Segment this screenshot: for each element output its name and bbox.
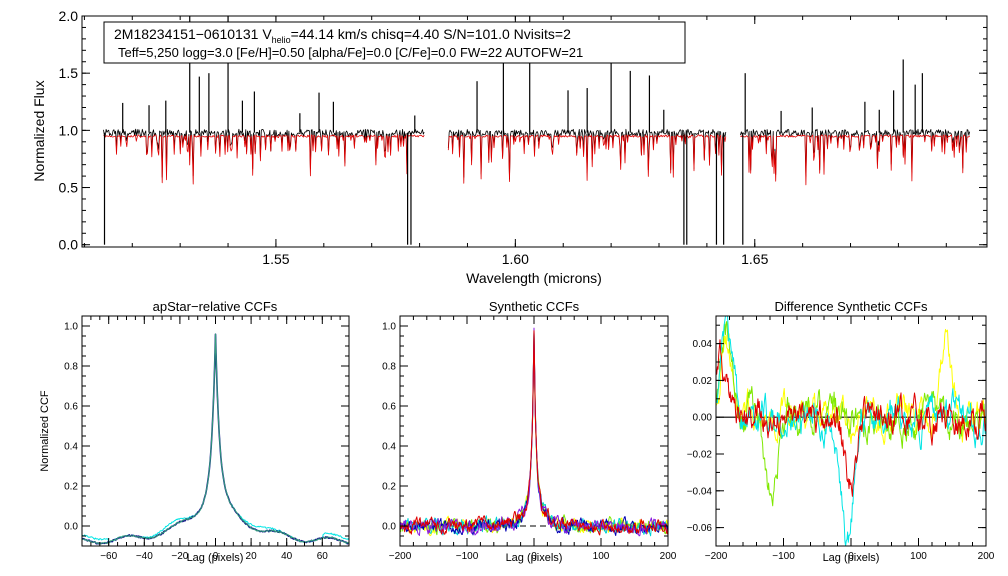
x-tick-label: 40 bbox=[281, 551, 293, 562]
difference-ccf-title: Difference Synthetic CCFs bbox=[775, 299, 928, 314]
header-v-label: V bbox=[262, 26, 272, 42]
apstar-ccf-xlabel: Lag (pixels) bbox=[187, 552, 244, 564]
x-tick-label: −20 bbox=[171, 551, 188, 562]
header-nvisits: Nvisits=2 bbox=[514, 26, 571, 42]
y-tick-label: 0.0 bbox=[59, 237, 79, 253]
difference-ccf-panel: Difference Synthetic CCFs −200 −100 0 100 20… bbox=[687, 299, 995, 564]
synthetic-ccf-plot-area bbox=[399, 327, 669, 537]
y-tick-label: 0.00 bbox=[693, 413, 713, 424]
y-tick-label: 1.0 bbox=[64, 322, 78, 333]
x-tick-label: 1.55 bbox=[262, 251, 289, 267]
spectrum-xlabel: Wavelength (microns) bbox=[466, 270, 602, 286]
y-tick-label: −0.02 bbox=[687, 450, 713, 461]
model-spectrum-chip-3 bbox=[740, 134, 970, 186]
model-spectrum-chip-1 bbox=[103, 134, 425, 185]
apstar-ccf-ylabel: Normalized CCF bbox=[39, 390, 51, 472]
diff-red-line bbox=[715, 339, 987, 497]
x-tick-label: −100 bbox=[456, 551, 479, 562]
y-tick-label: 0.2 bbox=[382, 482, 396, 493]
y-tick-label: 0.02 bbox=[693, 376, 713, 387]
y-tick-label: 0.0 bbox=[382, 522, 396, 533]
difference-ccf-plot-area bbox=[715, 315, 987, 547]
x-tick-label: 100 bbox=[593, 551, 610, 562]
x-tick-label: −100 bbox=[772, 551, 795, 562]
x-tick-label: 0 bbox=[531, 551, 537, 562]
spectrum-panel: 1.55 1.60 1.65 0.0 0.5 1.0 1.5 2.0 2M18234151−0… bbox=[31, 8, 988, 286]
spectrum-axes: 1.55 1.60 1.65 0.0 0.5 1.0 1.5 2.0 bbox=[59, 8, 987, 267]
header-star-id: 2M18234151−0610131 bbox=[114, 26, 259, 42]
y-tick-label: −0.06 bbox=[687, 523, 713, 534]
y-tick-label: 0.8 bbox=[64, 362, 78, 373]
apstar-ccf-axes: −60 −40 −20 0 20 40 60 0.0 0.2 0.4 0.6 0.8 1.0 bbox=[64, 316, 350, 562]
apstar-ccf-title: apStar−relative CCFs bbox=[153, 299, 278, 314]
y-tick-label: 0.2 bbox=[64, 482, 78, 493]
y-tick-label: 0.6 bbox=[382, 402, 396, 413]
header-line-1: 2M18234151−0610131 Vhelio=44.14 km/s chi… bbox=[114, 26, 571, 45]
x-tick-label: 100 bbox=[910, 551, 927, 562]
y-tick-label: 0.4 bbox=[64, 442, 78, 453]
x-tick-label: 200 bbox=[978, 551, 995, 562]
x-tick-label: 60 bbox=[317, 551, 329, 562]
x-tick-label: −200 bbox=[389, 551, 412, 562]
spectrum-ylabel: Normalized Flux bbox=[31, 80, 47, 181]
y-tick-label: −0.04 bbox=[687, 486, 713, 497]
synthetic-ccf-xlabel: Lag (pixels) bbox=[506, 552, 563, 564]
x-tick-label: 1.65 bbox=[741, 251, 768, 267]
difference-ccf-xlabel: Lag (pixels) bbox=[823, 552, 880, 564]
difference-ccf-axes: −200 −100 0 100 200 −0.06 −0.04 −0.02 0.00 0.02 0.… bbox=[687, 316, 995, 562]
x-tick-label: 200 bbox=[660, 551, 677, 562]
spectrum-frame bbox=[81, 15, 988, 248]
synthetic-ccf-panel: Synthetic CCFs −200 −100 0 100 200 0.0 0.2 0.4 0… bbox=[382, 299, 677, 564]
synthetic-5-line bbox=[399, 327, 669, 537]
y-tick-label: 2.0 bbox=[59, 8, 79, 24]
y-tick-label: 0.0 bbox=[64, 522, 78, 533]
synthetic-ccf-title: Synthetic CCFs bbox=[489, 299, 580, 314]
synthetic-6-line bbox=[399, 330, 669, 536]
y-tick-label: 0.5 bbox=[59, 179, 79, 195]
x-tick-label: 0 bbox=[213, 551, 219, 562]
spectrum-header-box: 2M18234151−0610131 Vhelio=44.14 km/s chi… bbox=[103, 21, 686, 64]
header-line-2: Teff=5,250 logg=3.0 [Fe/H]=0.50 [alpha/F… bbox=[118, 45, 583, 60]
x-tick-label: 20 bbox=[246, 551, 258, 562]
diff-green-line bbox=[715, 321, 987, 507]
header-chisq: chisq=4.40 bbox=[371, 26, 439, 42]
y-tick-label: 1.5 bbox=[59, 65, 79, 81]
model-spectrum-chip-2 bbox=[447, 134, 727, 184]
header-v-subscript: helio bbox=[272, 35, 291, 45]
x-tick-label: −40 bbox=[136, 551, 153, 562]
apstar-ccf-panel: apStar−relative CCFs −60 −40 −20 0 20 40 60 0.0… bbox=[39, 299, 350, 564]
y-tick-label: 1.0 bbox=[59, 122, 79, 138]
synthetic-ccf-axes: −200 −100 0 100 200 0.0 0.2 0.4 0.6 0.8 1.0 bbox=[382, 316, 677, 562]
x-tick-label: 1.60 bbox=[502, 251, 529, 267]
x-tick-label: −60 bbox=[100, 551, 117, 562]
y-tick-label: 0.4 bbox=[382, 442, 396, 453]
y-tick-label: 0.04 bbox=[693, 339, 713, 350]
y-tick-label: 0.6 bbox=[64, 402, 78, 413]
header-v-value: =44.14 km/s bbox=[291, 26, 368, 42]
header-snr: S/N=101.0 bbox=[443, 26, 510, 42]
y-tick-label: 1.0 bbox=[382, 322, 396, 333]
x-tick-label: 0 bbox=[848, 551, 854, 562]
x-tick-label: −200 bbox=[705, 551, 728, 562]
y-tick-label: 0.8 bbox=[382, 362, 396, 373]
